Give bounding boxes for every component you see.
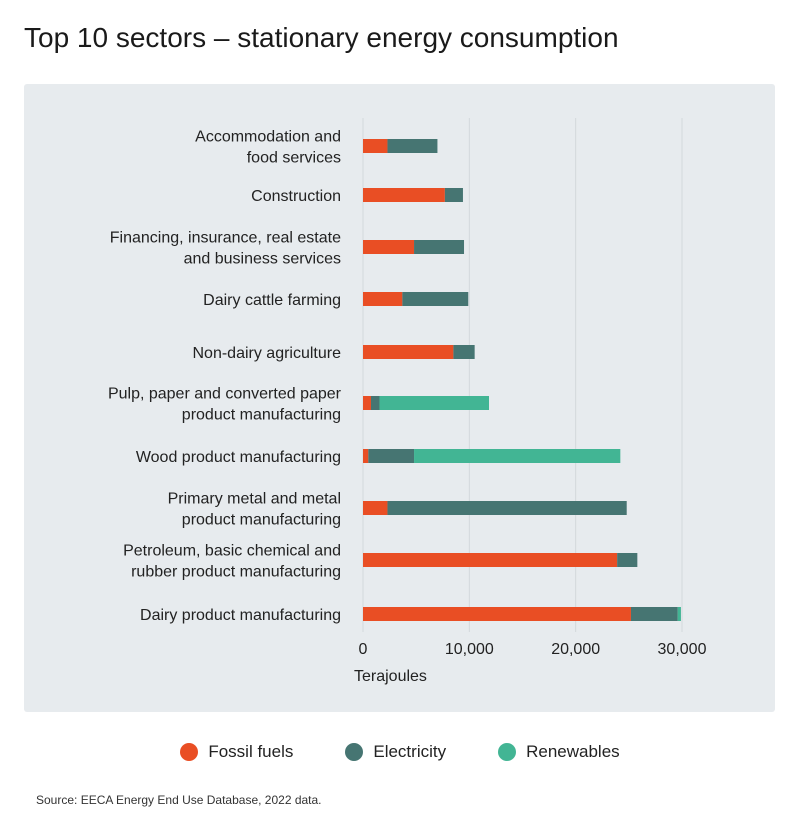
bar-segment-renewables [414, 449, 621, 463]
x-tick-label: 10,000 [445, 641, 494, 658]
bar-segment-fossil-fuels [363, 240, 415, 254]
category-label: Non-dairy agriculture [192, 345, 341, 362]
x-tick-label: 30,000 [658, 641, 707, 658]
category-label: Petroleum, basic chemical and rubber prod… [123, 543, 341, 581]
legend-item-fossil: Fossil fuels [180, 742, 293, 762]
x-tick-label: 20,000 [551, 641, 600, 658]
legend: Fossil fuels Electricity Renewables [0, 742, 800, 762]
bar-segment-electricity [387, 501, 627, 515]
bar-segment-electricity [444, 188, 463, 202]
bar-segment-fossil-fuels [363, 449, 369, 463]
bar-segment-fossil-fuels [363, 139, 388, 153]
category-label: Dairy product manufacturing [140, 607, 341, 624]
bar-segment-fossil-fuels [363, 188, 445, 202]
bar-segment-electricity [370, 396, 380, 410]
legend-swatch [498, 743, 517, 761]
category-label: Construction [251, 188, 341, 205]
category-label: Pulp, paper and converted paper product m… [108, 386, 342, 424]
bar-segment-fossil-fuels [363, 345, 454, 359]
bar-segment-electricity [402, 292, 469, 306]
bar-segment-fossil-fuels [363, 501, 388, 515]
x-tick-label: 0 [359, 641, 368, 658]
bar-segment-renewables [677, 607, 681, 621]
bar-segment-electricity [368, 449, 415, 463]
bar-segment-electricity [453, 345, 475, 359]
category-label: Financing, insurance, real estate and bus… [110, 230, 341, 268]
bar-segment-renewables [379, 396, 490, 410]
x-axis-label: Terajoules [354, 668, 427, 685]
bar-segment-fossil-fuels [363, 553, 618, 567]
bar-segment-electricity [414, 240, 465, 254]
legend-item-electricity: Electricity [345, 742, 446, 762]
source-note: Source: EECA Energy End Use Database, 20… [36, 793, 322, 807]
bar-segment-fossil-fuels [363, 292, 403, 306]
legend-swatch [180, 743, 199, 761]
category-label: Dairy cattle farming [203, 292, 341, 309]
bar-segment-fossil-fuels [363, 607, 631, 621]
chart-title: Top 10 sectors – stationary energy consu… [24, 22, 619, 53]
category-label: Accommodation and food services [195, 129, 341, 167]
bar-segment-electricity [617, 553, 638, 567]
category-label: Wood product manufacturing [136, 449, 341, 466]
bar-segment-fossil-fuels [363, 396, 371, 410]
category-label: Primary metal and metal product manufactu… [168, 491, 341, 529]
legend-label: Electricity [373, 742, 447, 761]
legend-label: Fossil fuels [208, 742, 294, 761]
legend-item-renewables: Renewables [498, 742, 620, 762]
legend-label: Renewables [526, 742, 620, 761]
bar-segment-electricity [387, 139, 438, 153]
bar-segment-electricity [630, 607, 678, 621]
legend-swatch [345, 743, 364, 761]
